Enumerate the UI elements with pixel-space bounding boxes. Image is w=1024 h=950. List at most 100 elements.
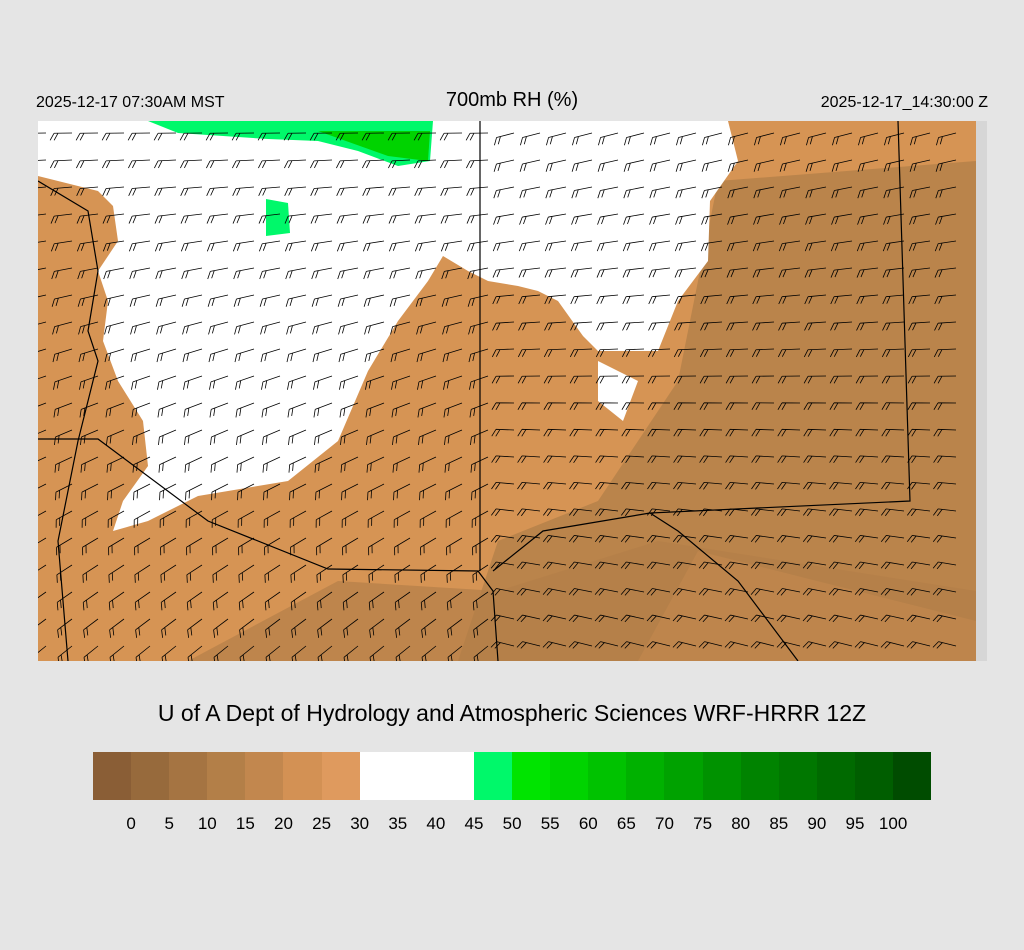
wind-barb xyxy=(750,561,775,570)
wind-barb xyxy=(444,429,463,446)
wind-barb xyxy=(857,159,879,172)
wind-barb xyxy=(180,186,203,197)
wind-barb xyxy=(727,186,749,199)
wind-barb xyxy=(699,428,723,437)
wind-barb xyxy=(103,294,125,307)
wind-barb xyxy=(287,375,307,390)
wind-barb xyxy=(362,186,385,197)
wind-barb xyxy=(76,213,99,224)
wind-barb xyxy=(570,321,593,331)
wind-barb xyxy=(777,428,801,437)
wind-barb xyxy=(441,294,463,307)
wind-barb xyxy=(623,213,645,225)
wind-barb xyxy=(208,321,229,335)
wind-barb xyxy=(672,588,697,596)
wind-barb xyxy=(76,186,99,197)
wind-barb xyxy=(854,588,879,596)
wind-barb xyxy=(205,132,229,141)
valid-time-label: 2025-12-17_14:30:00 Z xyxy=(820,94,988,111)
wind-barb xyxy=(135,618,151,638)
wind-barb xyxy=(339,375,359,390)
wind-barb xyxy=(491,428,515,437)
wind-barb xyxy=(802,641,827,649)
wind-barb xyxy=(543,428,567,437)
wind-barb xyxy=(472,591,489,611)
wind-barb xyxy=(470,429,489,446)
wind-barb xyxy=(909,213,931,225)
wind-barb xyxy=(830,240,853,252)
wind-barb xyxy=(260,348,281,363)
wind-barb xyxy=(38,240,47,252)
wind-barb xyxy=(421,645,437,661)
wind-barb xyxy=(829,375,853,384)
map-edge xyxy=(976,121,987,661)
wind-barb xyxy=(909,159,931,172)
wind-barb xyxy=(440,213,463,224)
wind-barb xyxy=(466,213,489,224)
wind-barb xyxy=(881,348,905,358)
wind-barb xyxy=(155,294,177,307)
wind-barb xyxy=(447,618,463,638)
wind-barb xyxy=(134,591,151,611)
wind-barb xyxy=(932,535,957,543)
wind-barb xyxy=(908,240,931,252)
wind-barb xyxy=(232,240,255,252)
wind-barb xyxy=(646,614,671,623)
wind-barb xyxy=(857,186,879,199)
wind-barb xyxy=(854,561,879,570)
wind-barb xyxy=(342,564,359,583)
colorbar-tick-label: 75 xyxy=(693,814,713,833)
wind-barb xyxy=(134,537,151,556)
wind-barb xyxy=(473,618,489,638)
wind-barb xyxy=(674,240,697,252)
wind-barb xyxy=(53,375,73,390)
wind-barb xyxy=(153,132,177,141)
wind-barb xyxy=(724,614,749,623)
wind-barb xyxy=(777,455,801,464)
wind-barb xyxy=(336,159,359,169)
wind-barb xyxy=(287,402,307,418)
wind-barb xyxy=(161,618,177,638)
colorbar-tick-label: 20 xyxy=(274,814,293,833)
wind-barb xyxy=(571,186,593,199)
wind-barb xyxy=(754,132,775,146)
wind-barb xyxy=(598,132,619,146)
wind-barb xyxy=(368,591,385,611)
wind-barb xyxy=(210,456,229,473)
wind-barb xyxy=(543,481,567,490)
colorbar-tick-label: 45 xyxy=(464,814,484,833)
wind-barb xyxy=(698,561,723,570)
wind-barb xyxy=(102,240,125,252)
wind-barb xyxy=(648,321,671,331)
wind-barb xyxy=(342,591,359,611)
wind-barb xyxy=(440,186,463,197)
wind-barb xyxy=(238,564,255,583)
wind-barb xyxy=(829,481,853,490)
wind-barb xyxy=(803,428,827,437)
wind-barb xyxy=(129,267,151,280)
wind-barb xyxy=(210,429,229,446)
wind-barb xyxy=(542,614,567,623)
wind-barb xyxy=(388,240,411,252)
wind-barb xyxy=(883,159,905,172)
wind-barb xyxy=(213,618,229,638)
wind-barb xyxy=(570,240,593,252)
wind-barb xyxy=(569,348,593,358)
wind-barb xyxy=(907,375,931,384)
wind-barb xyxy=(856,321,879,331)
wind-barb xyxy=(750,641,775,649)
wind-barb xyxy=(415,294,437,307)
wind-barb xyxy=(595,402,619,410)
wind-barb xyxy=(394,591,411,611)
wind-barb xyxy=(701,213,723,225)
wind-barb xyxy=(182,321,203,335)
wind-barb xyxy=(312,321,333,335)
wind-barb xyxy=(416,348,437,363)
wind-barb xyxy=(131,402,151,418)
wind-barb xyxy=(804,267,827,278)
wind-barb xyxy=(337,294,359,307)
wind-barb xyxy=(389,267,411,280)
wind-barb xyxy=(83,645,99,661)
wind-barb xyxy=(284,186,307,197)
wind-barb xyxy=(466,159,489,169)
